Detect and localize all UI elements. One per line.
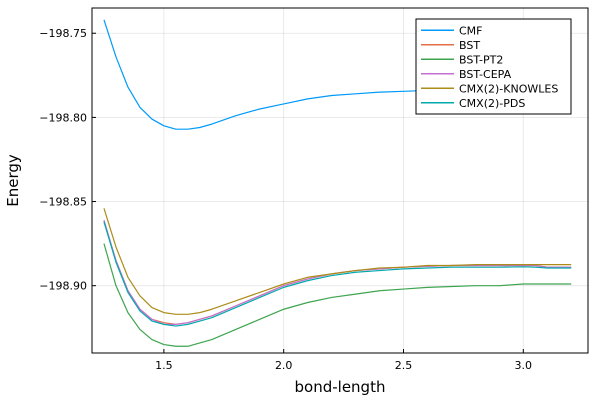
y-axis-label: Energy	[4, 154, 22, 207]
legend-label: CMX(2)-KNOWLES	[459, 82, 558, 95]
legend-box	[415, 18, 572, 115]
y-tick-label: −198.75	[39, 27, 87, 40]
legend-label: BST-CEPA	[459, 68, 512, 81]
x-axis: 1.5 2.0 2.5 3.0	[155, 349, 532, 372]
y-tick-label: −198.80	[39, 111, 87, 124]
x-tick-label: 3.0	[515, 359, 533, 372]
y-axis: −198.75 −198.80 −198.85 −198.90	[39, 27, 96, 293]
legend-label: BST-PT2	[459, 53, 503, 66]
x-axis-label: bond-length	[295, 378, 386, 396]
plot-area-frame	[91, 7, 589, 354]
y-tick-label: −198.85	[39, 196, 87, 209]
x-tick-label: 1.5	[155, 359, 173, 372]
series-line-cmx-2-knowles	[103, 208, 572, 315]
series-line-bst-cepa	[103, 219, 572, 325]
x-tick-label: 2.0	[275, 359, 293, 372]
x-tick-label: 2.5	[395, 359, 413, 372]
y-tick-label: −198.90	[39, 280, 87, 293]
legend-label: CMX(2)-PDS	[459, 97, 525, 110]
series-line-bst-pt2	[103, 243, 572, 347]
legend-label: CMF	[459, 24, 483, 37]
series-line-cmx-2-pds	[103, 221, 572, 327]
legend-label: BST	[459, 39, 480, 52]
